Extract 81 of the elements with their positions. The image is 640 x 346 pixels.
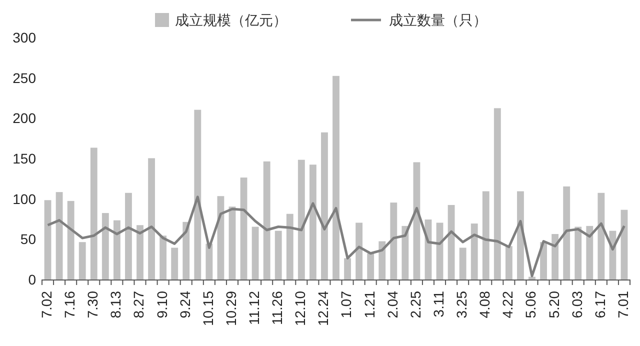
x-tick-label: 5.20: [546, 290, 562, 318]
y-tick-label: 100: [12, 190, 36, 207]
bar: [113, 220, 120, 280]
bar: [552, 234, 559, 280]
x-tick-label: 9.24: [176, 290, 193, 318]
bar: [586, 226, 594, 280]
x-tick-label: 8.27: [130, 290, 147, 318]
bar: [321, 132, 328, 280]
x-tick-label: 5.06: [522, 290, 539, 318]
bar: [413, 162, 420, 280]
x-tick-label: 6.17: [592, 290, 608, 318]
legend-label: 成立规模（亿元）: [175, 12, 287, 28]
bar: [263, 161, 270, 280]
bar: [56, 192, 63, 280]
x-tick-label: 2.04: [384, 290, 400, 318]
x-tick-label: 11.12: [246, 290, 262, 325]
bar: [482, 191, 490, 280]
x-tick-label: 1.07: [338, 290, 354, 318]
y-tick-label: 200: [12, 110, 36, 126]
bar: [448, 204, 455, 280]
x-tick-label: 3.11: [430, 290, 446, 318]
bar: [148, 158, 155, 280]
bar: [367, 253, 374, 280]
x-tick-label: 7.16: [62, 290, 78, 318]
bar: [240, 178, 248, 280]
bar: [44, 200, 52, 280]
y-tick-label: 50: [20, 231, 36, 248]
bar: [298, 160, 305, 280]
bar: [598, 192, 605, 280]
x-tick-label: 6.03: [568, 290, 585, 318]
bar: [252, 226, 259, 280]
bar: [574, 226, 582, 280]
x-tick-label: 4.08: [476, 290, 493, 318]
x-tick-label: 12.10: [292, 290, 308, 326]
x-tick-label: 2.25: [407, 290, 424, 318]
bar: [171, 248, 178, 280]
bar: [160, 236, 167, 280]
bar: [194, 110, 202, 280]
bar: [228, 206, 236, 280]
y-tick-label: 300: [12, 29, 36, 46]
bar: [309, 164, 316, 280]
bar: [378, 241, 386, 280]
line-series: [46, 196, 626, 278]
bar: [356, 222, 363, 280]
bar: [217, 196, 224, 280]
bar: [136, 225, 144, 280]
x-tick-label: 10.29: [222, 290, 239, 326]
bar: [563, 186, 570, 280]
x-tick-label: 9.10: [154, 290, 170, 318]
bar: [470, 224, 478, 280]
bar: [344, 258, 351, 280]
bar: [402, 226, 409, 280]
bar: [459, 248, 466, 280]
x-tick-label: 7.30: [84, 290, 101, 318]
y-tick-label: 150: [12, 150, 36, 166]
bar: [274, 230, 282, 280]
bar: [182, 222, 190, 280]
y-tick-label: 0: [28, 271, 36, 288]
x-tick-label: 1.21: [361, 290, 378, 318]
bar: [125, 192, 132, 280]
bar: [206, 244, 213, 280]
bar: [90, 148, 98, 280]
x-tick-label: 11.26: [269, 290, 286, 325]
x-tick-label: 7.02: [38, 290, 54, 318]
x-tick-label: 3.25: [454, 290, 470, 318]
bar: [78, 242, 86, 280]
bar: [390, 202, 398, 280]
x-tick-label: 4.22: [500, 290, 516, 318]
x-tick-label: 12.24: [315, 290, 332, 326]
legend-label: 成立数量（只）: [389, 12, 487, 28]
bar: [67, 200, 74, 280]
x-tick-label: 10.15: [200, 290, 216, 326]
bar: [494, 108, 501, 280]
x-tick-label: 7.01: [614, 290, 631, 318]
y-tick-label: 250: [12, 70, 36, 86]
bar: [102, 213, 109, 280]
bar: [517, 191, 524, 280]
bar: [286, 214, 294, 280]
x-tick-label: 8.13: [108, 290, 124, 318]
bar: [505, 246, 512, 280]
bar: [332, 76, 340, 280]
